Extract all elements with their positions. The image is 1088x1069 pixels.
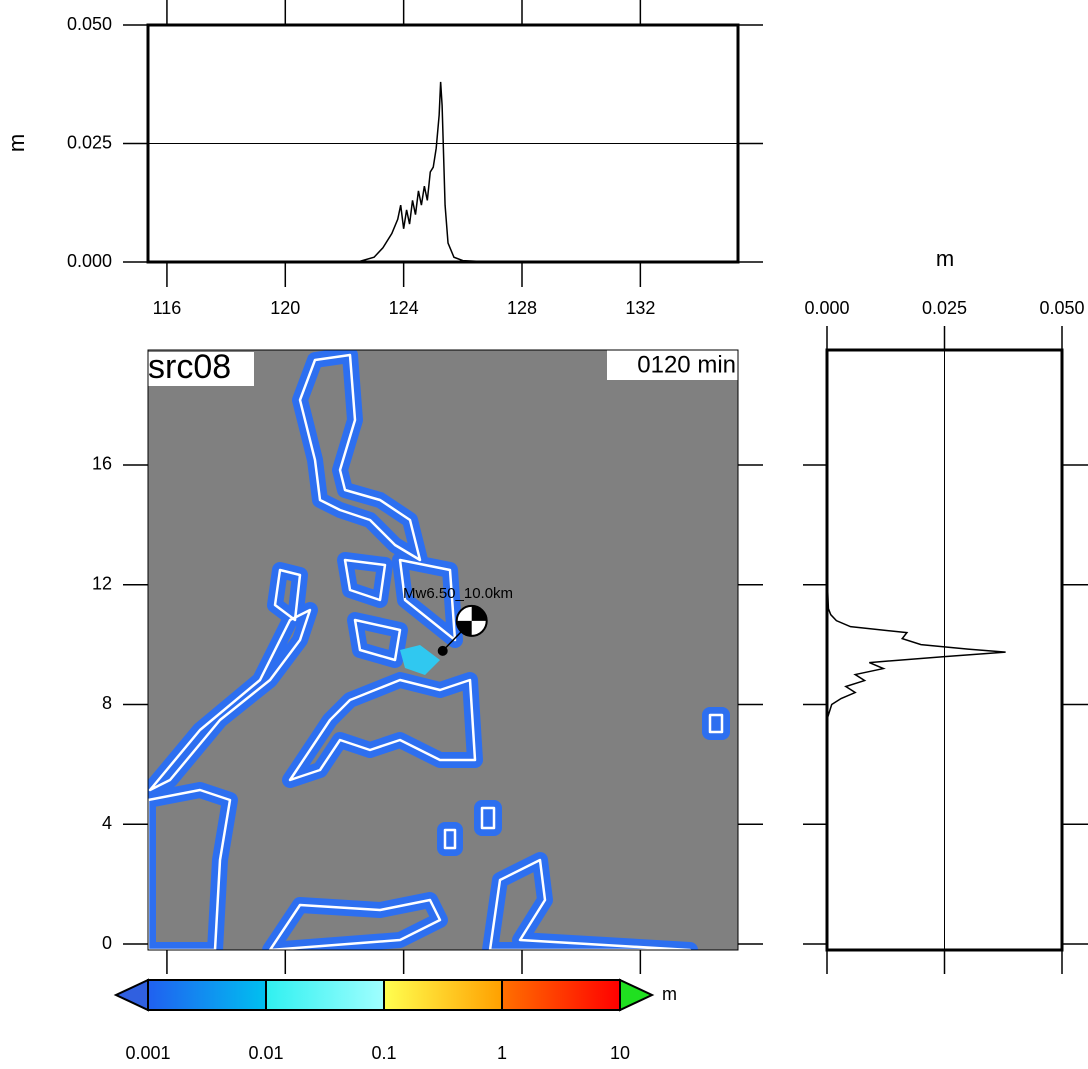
x-axis-label: m (936, 246, 954, 271)
coastline (273, 568, 302, 622)
beachball-quad (456, 605, 487, 636)
y-tick-label: 0 (102, 933, 112, 953)
colorbar-tick-label: 1 (497, 1043, 507, 1063)
y-tick-label: 0.000 (67, 251, 112, 271)
x-tick-label: 128 (507, 298, 537, 318)
coastline (708, 713, 724, 734)
y-tick-label: 8 (102, 693, 112, 713)
under-triangle (113, 978, 149, 1012)
label-box (146, 352, 254, 386)
x-tick-label: 0.025 (922, 298, 967, 318)
coastline (343, 558, 387, 602)
y-tick-label: 16 (92, 454, 112, 474)
x-tick-label: 120 (270, 298, 300, 318)
coastline (488, 858, 692, 950)
annotation: Mw6.50_10.0km (403, 585, 513, 602)
coastline (353, 618, 402, 662)
y-axis-label: m (4, 134, 29, 152)
colorbar-tick-label: 0.001 (125, 1043, 170, 1063)
x-tick-label: 132 (625, 298, 655, 318)
time-label: 0120 min (637, 351, 736, 378)
colorbar-tick-label: 10 (610, 1043, 630, 1063)
coastline (268, 898, 442, 950)
over-triangle (619, 978, 655, 1012)
island (702, 707, 730, 740)
colorbar-unit: m (662, 984, 677, 1004)
color-box (384, 980, 502, 1010)
plot-frame (825, 348, 1064, 952)
x-tick-label: 0.050 (1039, 298, 1084, 318)
source-label: src08 (148, 348, 231, 386)
color-box (148, 980, 266, 1010)
y-tick-label: 0.025 (67, 132, 112, 152)
coastline (148, 788, 232, 950)
island (148, 782, 238, 950)
colorbar-tick-label: 0.01 (248, 1043, 283, 1063)
map-frame (147, 349, 739, 951)
coastline (148, 608, 312, 792)
plot-frame (146, 23, 740, 264)
y-tick-label: 4 (102, 813, 112, 833)
x-tick-label: 0.000 (804, 298, 849, 318)
coastline (443, 828, 457, 850)
coastline (398, 558, 457, 642)
land (148, 350, 730, 950)
colorbar-tick-label: 0.1 (371, 1043, 396, 1063)
time-box (607, 350, 738, 380)
epicenter (437, 645, 448, 656)
profile-line (314, 81, 493, 263)
color-box (266, 980, 384, 1010)
x-tick-label: 124 (389, 298, 419, 318)
y-tick-label: 12 (92, 573, 112, 593)
profile-line (826, 539, 1006, 750)
y-tick-label: 0.050 (67, 14, 112, 34)
wave-area (400, 645, 440, 675)
island (474, 800, 502, 836)
coastline (288, 678, 477, 782)
x-tick-label: 116 (153, 298, 182, 318)
coastline (480, 806, 496, 830)
coastline (298, 353, 422, 562)
island (437, 822, 463, 856)
color-box (502, 980, 620, 1010)
